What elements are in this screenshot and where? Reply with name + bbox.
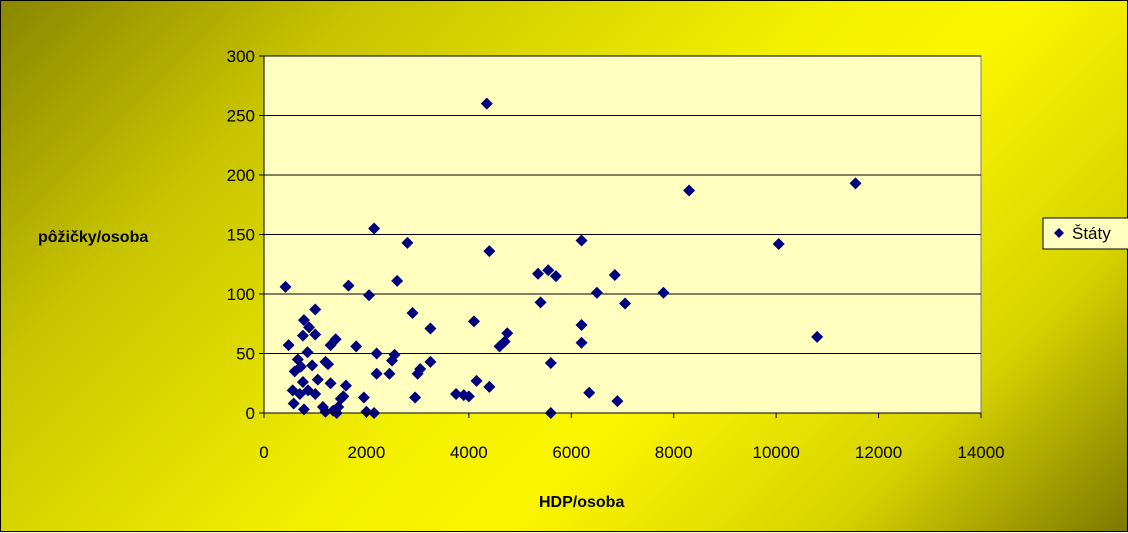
- x-tick-label: 14000: [957, 443, 1004, 462]
- y-axis-title: pôžičky/osoba: [38, 229, 148, 246]
- data-point: [296, 329, 309, 342]
- data-point: [542, 264, 555, 277]
- data-point: [296, 376, 309, 389]
- data-point: [575, 234, 588, 247]
- data-point: [619, 297, 632, 310]
- data-point: [301, 346, 314, 359]
- data-point: [657, 286, 670, 299]
- y-tick-label: 150: [227, 226, 255, 245]
- data-point: [337, 390, 350, 403]
- data-point: [297, 403, 310, 416]
- data-point: [450, 387, 463, 400]
- data-point: [311, 373, 324, 386]
- data-point: [279, 280, 292, 293]
- x-tick-label: 10000: [753, 443, 800, 462]
- data-point: [370, 367, 383, 380]
- data-point: [306, 359, 319, 372]
- data-point: [683, 184, 696, 197]
- x-tick-label: 4000: [450, 443, 488, 462]
- data-point: [534, 296, 547, 309]
- data-point: [309, 387, 322, 400]
- y-tick-label: 50: [236, 345, 255, 364]
- data-point: [424, 355, 437, 368]
- data-point: [483, 380, 496, 393]
- y-tick-label: 100: [227, 285, 255, 304]
- data-point: [462, 390, 475, 403]
- data-point: [409, 391, 422, 404]
- data-point: [611, 395, 624, 408]
- data-point: [401, 236, 414, 249]
- data-point: [498, 335, 511, 348]
- data-point: [370, 347, 383, 360]
- data-point: [424, 322, 437, 335]
- data-point: [406, 307, 419, 320]
- data-point: [386, 354, 399, 367]
- data-point: [470, 374, 483, 387]
- data-point: [549, 270, 562, 283]
- data-point: [357, 391, 370, 404]
- x-tick-label: 0: [259, 443, 268, 462]
- data-point: [590, 286, 603, 299]
- data-point: [339, 379, 352, 392]
- data-point: [849, 177, 862, 190]
- data-point: [411, 367, 424, 380]
- data-point: [483, 245, 496, 258]
- data-point: [368, 222, 381, 235]
- data-point: [480, 97, 493, 110]
- data-point: [322, 358, 335, 371]
- x-axis-title: HDP/osoba: [539, 494, 624, 511]
- x-tick-label: 2000: [348, 443, 386, 462]
- data-point: [391, 274, 404, 287]
- y-tick-label: 250: [227, 107, 255, 126]
- data-point: [575, 336, 588, 349]
- legend-label: Štáty: [1072, 224, 1111, 243]
- data-point: [342, 279, 355, 292]
- data-point: [288, 365, 301, 378]
- x-tick-label: 12000: [855, 443, 902, 462]
- data-point: [287, 397, 300, 410]
- data-point: [303, 321, 316, 334]
- y-tick-label: 0: [246, 404, 255, 423]
- data-point: [811, 330, 824, 343]
- data-point: [297, 314, 310, 327]
- data-point: [319, 405, 332, 418]
- data-point: [309, 303, 322, 316]
- data-point: [544, 357, 557, 370]
- data-point: [360, 405, 373, 418]
- x-tick-label: 6000: [552, 443, 590, 462]
- data-point: [324, 339, 337, 352]
- legend-marker-diamond-icon: [1054, 228, 1064, 238]
- y-tick-label: 300: [227, 47, 255, 66]
- data-point: [467, 315, 480, 328]
- data-point: [608, 268, 621, 281]
- data-point: [575, 318, 588, 331]
- data-point: [362, 289, 375, 302]
- data-point: [583, 386, 596, 399]
- data-point: [282, 339, 295, 352]
- data-point: [324, 377, 337, 390]
- data-point: [309, 328, 322, 341]
- legend: Štáty: [1042, 217, 1128, 250]
- data-point: [531, 267, 544, 280]
- data-point: [383, 367, 396, 380]
- data-point: [772, 238, 785, 251]
- data-point: [350, 340, 363, 353]
- y-tick-label: 200: [227, 166, 255, 185]
- x-tick-label: 8000: [655, 443, 693, 462]
- data-point: [293, 387, 306, 400]
